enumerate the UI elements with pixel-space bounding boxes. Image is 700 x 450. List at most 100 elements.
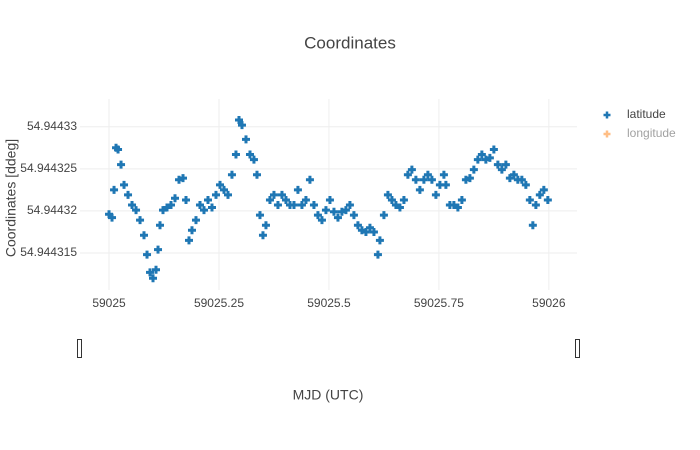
legend-label: latitude xyxy=(627,107,666,121)
marker xyxy=(207,203,216,212)
marker xyxy=(543,195,552,204)
marker xyxy=(493,160,502,169)
range-slider-track[interactable] xyxy=(80,340,577,358)
y-tick-label: 54.94433 xyxy=(27,119,77,133)
marker xyxy=(441,180,450,189)
marker xyxy=(325,195,334,204)
marker xyxy=(258,231,267,240)
range-slider-handle[interactable] xyxy=(575,339,580,358)
marker xyxy=(269,190,278,199)
marker xyxy=(531,201,540,210)
marker xyxy=(215,180,224,189)
marker xyxy=(465,174,474,183)
chart-title: Coordinates xyxy=(304,33,396,52)
marker xyxy=(203,195,212,204)
y-tick-label: 54.944315 xyxy=(20,245,77,259)
marker xyxy=(457,195,466,204)
marker xyxy=(136,216,145,225)
marker xyxy=(469,165,478,174)
marker xyxy=(535,190,544,199)
marker xyxy=(143,250,152,259)
marker xyxy=(124,190,133,199)
marker xyxy=(261,221,270,230)
marker xyxy=(345,201,354,210)
marker xyxy=(297,201,306,210)
y-tick-label: 54.944325 xyxy=(20,161,77,175)
marker xyxy=(411,175,420,184)
marker xyxy=(184,236,193,245)
marker xyxy=(375,236,384,245)
legend-marker xyxy=(603,111,611,119)
legend-item[interactable]: longitude xyxy=(603,126,677,140)
marker xyxy=(383,190,392,199)
marker xyxy=(154,245,163,254)
x-tick-label: 59025.5 xyxy=(307,296,351,310)
marker xyxy=(120,180,129,189)
marker xyxy=(489,145,498,154)
x-tick-label: 59025.75 xyxy=(414,296,464,310)
marker xyxy=(517,175,526,184)
marker xyxy=(317,216,326,225)
marker xyxy=(277,190,286,199)
marker xyxy=(313,211,322,220)
marker xyxy=(439,170,448,179)
marker xyxy=(539,185,548,194)
marker xyxy=(431,190,440,199)
marker xyxy=(245,150,254,159)
marker xyxy=(395,203,404,212)
marker xyxy=(305,175,314,184)
marker xyxy=(341,206,350,215)
x-tick-label: 59025.25 xyxy=(194,296,244,310)
series xyxy=(105,116,552,283)
marker xyxy=(234,116,243,125)
marker xyxy=(309,201,318,210)
marker xyxy=(156,221,165,230)
marker xyxy=(146,268,155,277)
y-axis-title: Coordinates [ddeg] xyxy=(3,139,19,257)
marker xyxy=(349,211,358,220)
marker xyxy=(427,175,436,184)
x-tick-label: 59025 xyxy=(92,296,126,310)
marker xyxy=(509,170,518,179)
marker xyxy=(179,174,188,183)
marker xyxy=(353,221,362,230)
marker xyxy=(149,274,158,283)
marker xyxy=(501,160,510,169)
marker xyxy=(485,153,494,162)
marker xyxy=(525,195,534,204)
marker xyxy=(249,155,258,164)
marker xyxy=(191,216,200,225)
marker xyxy=(195,201,204,210)
marker xyxy=(423,170,432,179)
marker xyxy=(333,213,342,222)
marker xyxy=(255,211,264,220)
marker xyxy=(132,206,141,215)
range-slider[interactable] xyxy=(77,339,580,359)
marker xyxy=(473,155,482,164)
marker xyxy=(281,195,290,204)
marker xyxy=(399,195,408,204)
marker xyxy=(211,190,220,199)
marker xyxy=(365,223,374,232)
marker xyxy=(387,195,396,204)
marker xyxy=(231,150,240,159)
marker xyxy=(453,203,462,212)
marker xyxy=(273,201,282,210)
marker xyxy=(139,231,148,240)
marker xyxy=(171,194,180,203)
marker xyxy=(108,213,117,222)
marker xyxy=(301,195,310,204)
marker xyxy=(407,165,416,174)
x-axis-title: MJD (UTC) xyxy=(293,387,364,403)
marker xyxy=(521,180,530,189)
legend-marker xyxy=(603,130,611,138)
marker xyxy=(321,206,330,215)
marker xyxy=(227,170,236,179)
marker xyxy=(110,185,119,194)
marker xyxy=(293,185,302,194)
marker xyxy=(152,265,161,274)
legend-item[interactable]: latitude xyxy=(603,107,667,121)
range-slider-handle[interactable] xyxy=(77,339,82,358)
marker xyxy=(181,195,190,204)
